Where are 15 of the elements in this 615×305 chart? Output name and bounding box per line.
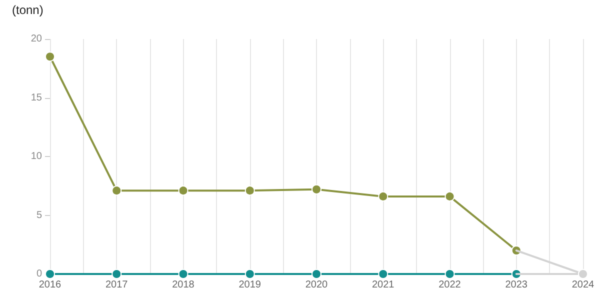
- x-tick-label: 2019: [238, 280, 262, 290]
- x-tick-label: 2023: [505, 280, 528, 290]
- x-tick-label: 2021: [372, 280, 395, 290]
- y-tick-label: 20: [30, 34, 42, 44]
- y-tick-label: 5: [36, 210, 42, 221]
- x-tick-label: 2016: [38, 280, 62, 290]
- x-tick-label: 2024: [572, 280, 595, 290]
- y-tick-label: 15: [30, 92, 42, 104]
- y-tick-label: 10: [30, 151, 42, 162]
- x-tick-label: 2022: [438, 280, 462, 290]
- y-axis-title: (tonn): [12, 3, 44, 17]
- x-tick-label: 2017: [106, 280, 128, 290]
- x-tick-label: 2018: [172, 280, 195, 290]
- x-tick-label: 2020: [305, 280, 328, 290]
- y-tick-label: 0: [36, 268, 42, 280]
